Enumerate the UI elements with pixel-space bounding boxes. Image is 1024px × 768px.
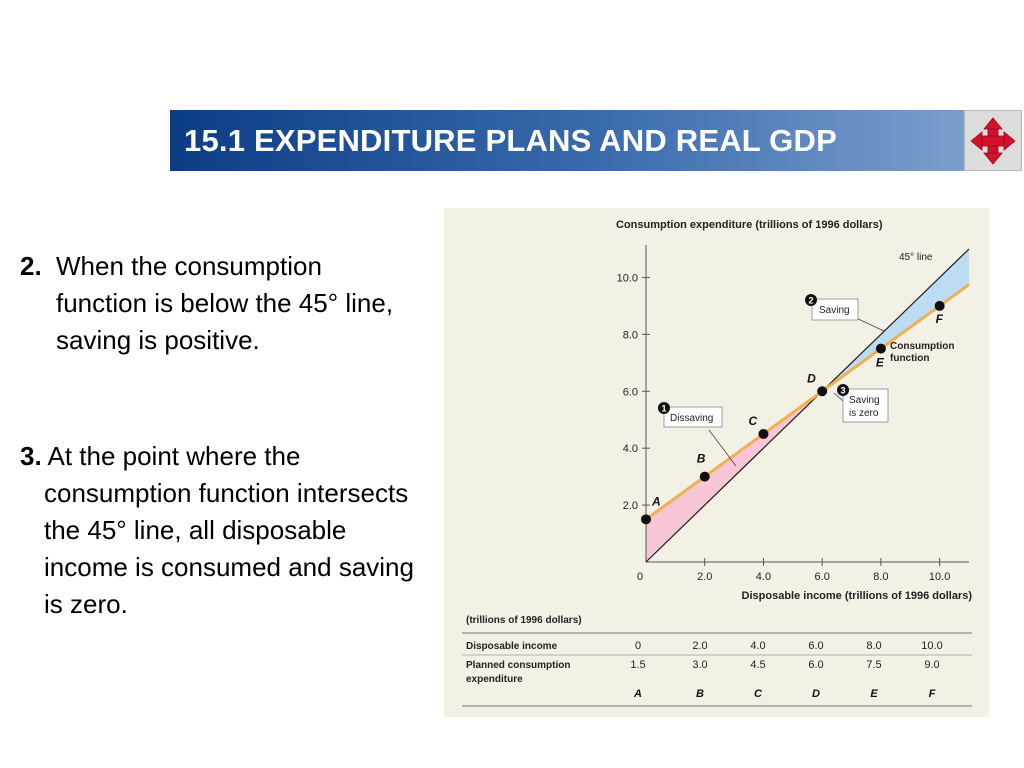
x-axis-label: Disposable income (trillions of 1996 dol… xyxy=(742,590,973,602)
saving-leader xyxy=(855,317,885,332)
point-F xyxy=(934,300,945,311)
callout-2-number: 2 xyxy=(808,296,813,306)
x-tick-label: 2.0 xyxy=(697,571,712,583)
saving-zero-leader xyxy=(833,392,844,402)
y-tick-label: 6.0 xyxy=(623,386,638,398)
dissaving-box xyxy=(663,406,723,428)
table-point-label: E xyxy=(870,688,878,700)
table-point-label: F xyxy=(929,688,936,700)
table-cell: 8.0 xyxy=(866,640,881,652)
bullet-3-number: 3. xyxy=(20,441,42,471)
x-tick-label: 8.0 xyxy=(873,571,888,583)
y-tick-label: 4.0 xyxy=(623,443,638,455)
callout-2-badge xyxy=(805,294,817,306)
table-unit-label: (trillions of 1996 dollars) xyxy=(466,615,582,626)
callout-1-badge xyxy=(658,402,670,414)
table-cell: 2.0 xyxy=(692,640,707,652)
title-bar: 15.1 EXPENDITURE PLANS AND REAL GDP xyxy=(170,110,965,171)
y-axis-label: Consumption expenditure (trillions of 19… xyxy=(616,219,883,231)
saving-zero-box xyxy=(842,388,889,423)
consumption-chart: 2.0 4.0 6.0 8.0 10.0 2.0 4.0 6.0 8.0 10.0 0 Consump… xyxy=(462,219,973,707)
table-point-label: C xyxy=(754,688,763,700)
table-cell: 4.0 xyxy=(750,640,765,652)
table-cell: 1.5 xyxy=(630,659,645,671)
consumption-function-figure: 2.0 4.0 6.0 8.0 10.0 2.0 4.0 6.0 8.0 10.0 0 Consump… xyxy=(444,208,989,717)
table-cell: 0 xyxy=(635,640,641,652)
consumption-function-label-2: function xyxy=(890,353,929,364)
saving-label: Saving xyxy=(819,305,850,316)
bullet-3-first-line: 3. At the point where the xyxy=(20,438,420,475)
table-row2-label: Planned consumption xyxy=(466,660,570,671)
y-tick-label: 2.0 xyxy=(623,500,638,512)
bullet-3: 3. At the point where the consumption fu… xyxy=(20,438,420,623)
table-point-label: B xyxy=(696,688,704,700)
dissaving-leader xyxy=(708,429,737,467)
origin-label: 0 xyxy=(637,571,643,583)
bullet-3-text: consumption function intersects the 45° … xyxy=(44,478,414,619)
table-cell: 6.0 xyxy=(808,640,823,652)
table-row2-label-2: expenditure xyxy=(466,674,523,685)
x-tick-label: 6.0 xyxy=(815,571,830,583)
callout-1-number: 1 xyxy=(661,404,666,414)
consumption-function-label: Consumption xyxy=(890,341,954,352)
y-tick-label: 8.0 xyxy=(623,329,638,341)
point-A xyxy=(641,514,651,525)
saving-box xyxy=(811,298,859,321)
line-45-degree xyxy=(645,248,970,563)
callout-3-number: 3 xyxy=(840,386,845,396)
point-label-F: F xyxy=(936,312,944,326)
table-cell: 10.0 xyxy=(921,640,942,652)
table-cell: 3.0 xyxy=(692,659,707,671)
point-label-B: B xyxy=(697,452,706,466)
point-label-C: C xyxy=(748,414,757,428)
y-tick-label: 10.0 xyxy=(617,272,638,284)
x-tick-label: 10.0 xyxy=(929,571,950,583)
saving-zero-label: Saving xyxy=(849,395,880,406)
point-D xyxy=(817,386,828,397)
table-cell: 9.0 xyxy=(924,659,939,671)
table-point-label: D xyxy=(812,688,820,700)
point-label-A: A xyxy=(651,494,661,508)
saving-zero-label-2: is zero xyxy=(849,408,879,419)
table-cell: 7.5 xyxy=(866,659,881,671)
bullet-2-text: When the consumption function is below t… xyxy=(56,251,394,355)
point-C xyxy=(758,428,769,439)
line-45-label: 45° line xyxy=(899,252,933,263)
table-row1-label: Disposable income xyxy=(466,641,558,652)
page-title: 15.1 EXPENDITURE PLANS AND REAL GDP xyxy=(184,123,837,158)
table-cell: 6.0 xyxy=(808,659,823,671)
four-way-arrows-icon xyxy=(970,117,1016,165)
point-label-E: E xyxy=(876,356,885,370)
bullet-2: 2. When the consumption function is belo… xyxy=(20,248,420,355)
table-cell: 4.5 xyxy=(750,659,765,671)
point-B xyxy=(699,471,710,482)
callout-3-badge xyxy=(837,384,849,396)
dissaving-label: Dissaving xyxy=(670,413,713,424)
table-point-label: A xyxy=(633,688,642,700)
bullet-2-number: 2. xyxy=(20,251,42,281)
navigation-button[interactable] xyxy=(964,110,1022,171)
bullet-3-first-text: At the point where the xyxy=(47,441,301,471)
point-label-D: D xyxy=(807,371,816,385)
point-E xyxy=(875,343,886,354)
consumption-function-line xyxy=(645,283,970,521)
x-tick-label: 4.0 xyxy=(756,571,771,583)
